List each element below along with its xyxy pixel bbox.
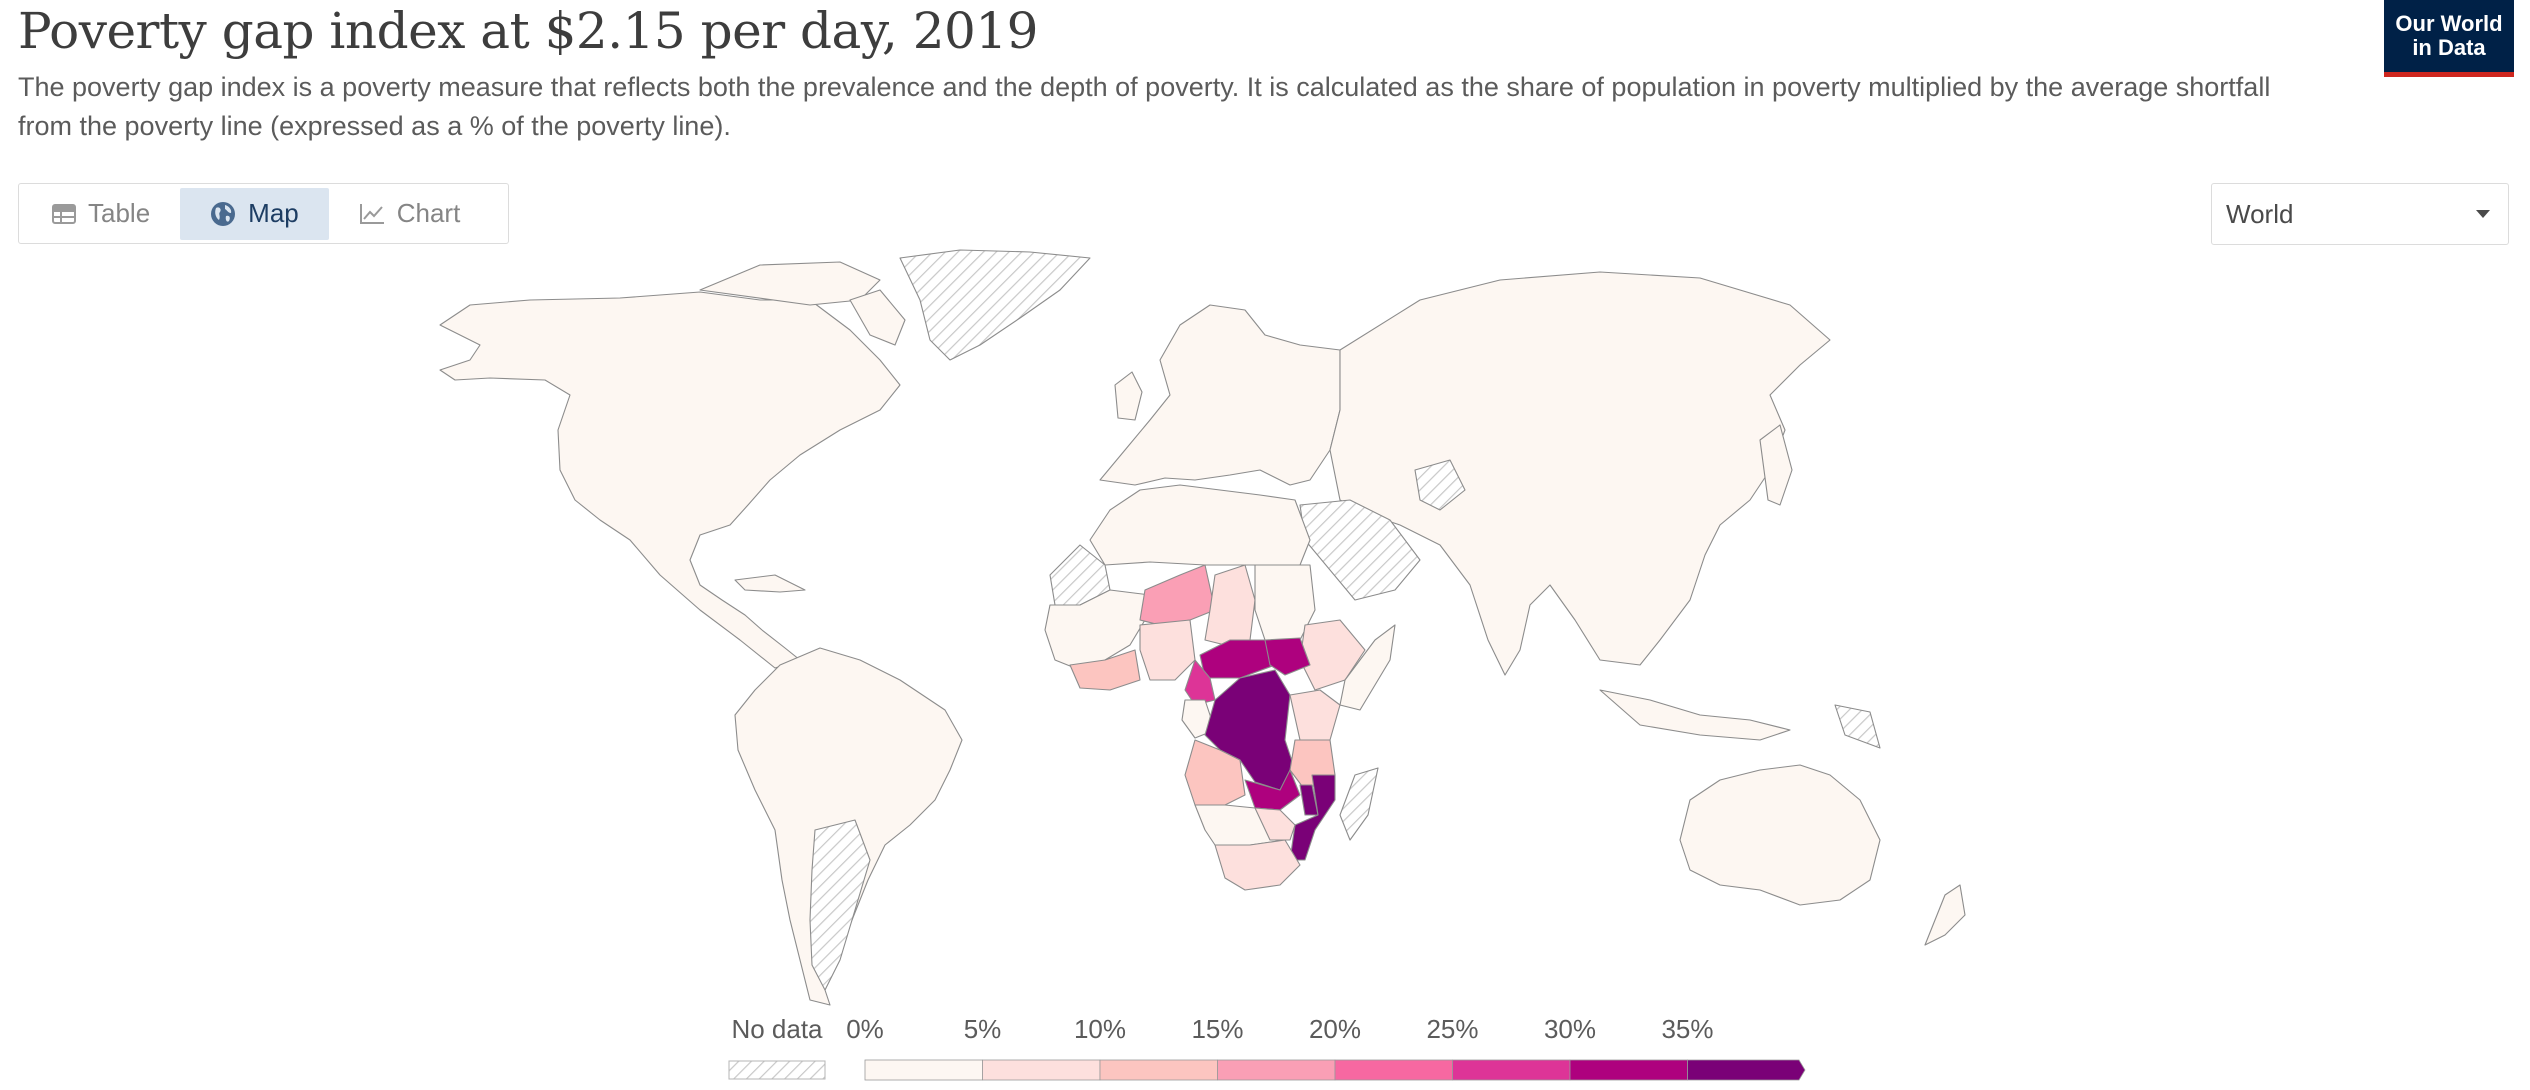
legend-bin-swatch[interactable] <box>1569 1059 1688 1081</box>
logo-line-1: Our World <box>2395 11 2503 36</box>
caret-down-icon <box>2476 209 2490 218</box>
region-indonesia[interactable] <box>1599 689 1791 741</box>
region-south-sudan[interactable] <box>1264 637 1311 676</box>
region-niger[interactable] <box>1139 564 1216 626</box>
legend-bin-swatch[interactable] <box>1099 1059 1218 1081</box>
region-new-zealand[interactable] <box>1924 884 1966 946</box>
region-arctic-islands[interactable] <box>699 261 881 306</box>
tab-map-label: Map <box>248 198 299 228</box>
table-icon <box>52 203 76 224</box>
legend-no-data-swatch[interactable] <box>728 1060 826 1080</box>
region-kenya-uganda[interactable] <box>1289 689 1341 741</box>
view-tabs: Table Map Chart <box>18 183 509 244</box>
legend-bin-swatch[interactable] <box>1334 1059 1453 1081</box>
chart-subtitle: The poverty gap index is a poverty measu… <box>18 72 2271 141</box>
legend-bin-swatch[interactable] <box>864 1059 983 1081</box>
region-uk[interactable] <box>1114 371 1143 421</box>
line-chart-icon <box>359 203 384 224</box>
legend-bin-label: 0% <box>846 1014 884 1044</box>
legend-bin-label: 10% <box>1074 1014 1126 1044</box>
region-north-africa[interactable] <box>1089 484 1311 566</box>
tab-map[interactable]: Map <box>180 187 329 240</box>
region-new-guinea-nodata[interactable] <box>1834 704 1881 749</box>
chart-title: Poverty gap index at $2.15 per day, 2019 <box>18 2 1038 60</box>
region-gulf-coast[interactable] <box>1069 649 1141 691</box>
tab-chart-label: Chart <box>396 198 461 228</box>
region-select-value: World <box>2226 198 2294 229</box>
region-asia[interactable] <box>1329 271 1831 676</box>
region-north-america[interactable] <box>439 291 901 669</box>
region-mozambique[interactable] <box>1289 774 1336 861</box>
map-legend: No data 0% 5% 10% 15% 20% 25% 30% 35% <box>728 1014 1806 1081</box>
region-afghanistan-nodata[interactable] <box>1414 459 1466 511</box>
legend-bin-swatch[interactable] <box>1687 1059 1806 1081</box>
region-chad-sudan[interactable] <box>1204 564 1256 646</box>
legend-bin-swatch[interactable] <box>1452 1059 1571 1081</box>
region-arabia-nodata[interactable] <box>1299 499 1421 601</box>
region-madagascar-nodata[interactable] <box>1339 767 1379 841</box>
legend-bin-label: 25% <box>1426 1014 1478 1044</box>
globe-icon <box>211 201 236 226</box>
legend-bin-label: 30% <box>1544 1014 1596 1044</box>
region-baffin[interactable] <box>849 289 906 346</box>
legend-bins: 0% 5% 10% 15% 20% 25% 30% 35% <box>846 1014 1806 1081</box>
tab-table[interactable]: Table <box>22 188 180 240</box>
legend-no-data-label: No data <box>731 1014 823 1044</box>
region-south-africa[interactable] <box>1214 839 1301 891</box>
legend-bin-label: 20% <box>1309 1014 1361 1044</box>
legend-bin-label: 35% <box>1661 1014 1713 1044</box>
region-argentina-chile-nodata[interactable] <box>809 819 871 991</box>
legend-bin-label: 15% <box>1191 1014 1243 1044</box>
region-zimbabwe[interactable] <box>1254 807 1296 841</box>
legend-bin-label: 5% <box>964 1014 1002 1044</box>
region-caribbean[interactable] <box>734 574 806 593</box>
region-select[interactable]: World <box>2211 183 2509 245</box>
region-japan[interactable] <box>1759 424 1793 506</box>
tab-chart[interactable]: Chart <box>329 188 491 240</box>
region-australia[interactable] <box>1679 764 1881 906</box>
region-greenland[interactable] <box>899 249 1091 361</box>
logo-line-2: in Data <box>2412 35 2486 60</box>
legend-bin-swatch[interactable] <box>1217 1059 1336 1081</box>
region-nigeria[interactable] <box>1139 619 1196 681</box>
legend-bin-swatch[interactable] <box>982 1059 1101 1081</box>
tab-table-label: Table <box>88 198 151 228</box>
owid-logo[interactable]: Our World in Data <box>2384 0 2514 77</box>
region-west-africa[interactable] <box>1044 589 1151 671</box>
region-angola[interactable] <box>1184 739 1246 806</box>
world-map <box>439 249 1966 1006</box>
